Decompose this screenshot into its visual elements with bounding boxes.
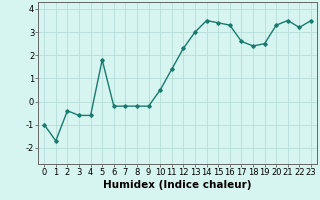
X-axis label: Humidex (Indice chaleur): Humidex (Indice chaleur) [103,180,252,190]
